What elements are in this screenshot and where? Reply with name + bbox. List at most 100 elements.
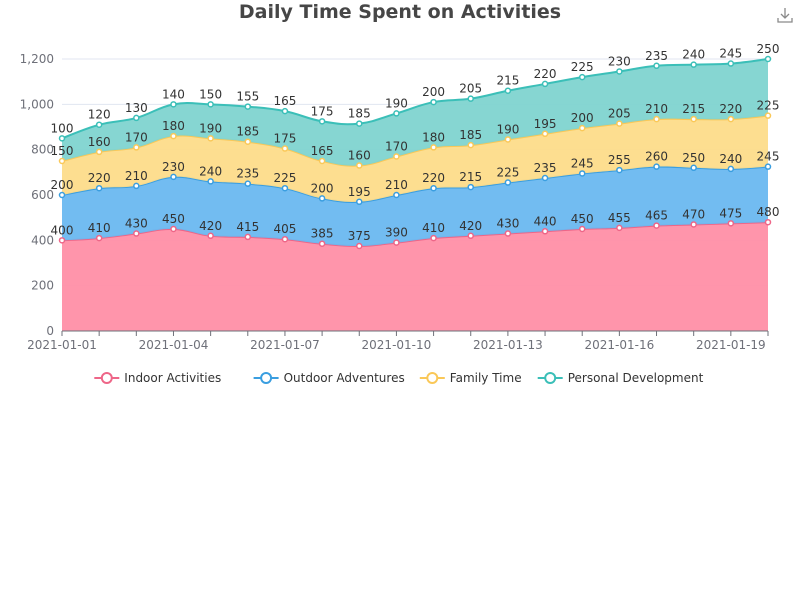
data-point[interactable] <box>430 234 437 242</box>
data-point[interactable] <box>95 184 103 192</box>
data-point[interactable] <box>170 101 177 108</box>
data-point[interactable] <box>58 135 66 142</box>
data-point[interactable] <box>578 170 586 177</box>
data-point[interactable] <box>467 141 474 149</box>
data-point[interactable] <box>356 162 363 169</box>
data-point[interactable] <box>467 95 474 102</box>
data-point[interactable] <box>58 237 66 244</box>
data-point[interactable] <box>393 153 400 160</box>
y-tick-label: 200 <box>31 279 54 293</box>
data-point[interactable] <box>244 103 252 110</box>
data-point[interactable] <box>727 220 735 227</box>
legend-item[interactable]: Outdoor Adventures <box>253 371 405 385</box>
data-point[interactable] <box>430 184 437 192</box>
data-point[interactable] <box>207 135 214 142</box>
data-point[interactable] <box>504 87 512 94</box>
data-point[interactable] <box>764 112 772 119</box>
legend-item[interactable]: Family Time <box>419 371 522 385</box>
data-point[interactable] <box>356 120 363 127</box>
data-point[interactable] <box>393 110 400 117</box>
data-point[interactable] <box>541 80 549 88</box>
data-label: 215 <box>496 74 519 88</box>
data-point[interactable] <box>504 136 512 143</box>
data-point[interactable] <box>281 235 289 243</box>
data-point[interactable] <box>616 166 623 174</box>
data-point[interactable] <box>281 107 289 115</box>
data-point[interactable] <box>244 138 252 145</box>
data-point[interactable] <box>356 242 363 250</box>
y-tick-label: 0 <box>46 324 54 338</box>
download-icon[interactable] <box>776 6 794 24</box>
data-point[interactable] <box>170 225 177 233</box>
data-point[interactable] <box>207 232 214 240</box>
data-point[interactable] <box>318 118 326 125</box>
data-point[interactable] <box>504 179 512 186</box>
data-point[interactable] <box>467 232 474 240</box>
data-label: 225 <box>571 60 594 74</box>
data-label: 120 <box>88 108 111 122</box>
data-point[interactable] <box>467 183 474 191</box>
data-point[interactable] <box>690 61 697 68</box>
data-point[interactable] <box>430 144 437 151</box>
data-point[interactable] <box>95 121 103 128</box>
data-point[interactable] <box>578 73 586 81</box>
data-point[interactable] <box>541 228 549 235</box>
data-point[interactable] <box>541 174 549 182</box>
data-point[interactable] <box>318 240 326 247</box>
data-point[interactable] <box>616 68 623 75</box>
data-point[interactable] <box>764 163 772 170</box>
data-label: 420 <box>459 219 482 233</box>
data-point[interactable] <box>578 124 586 132</box>
data-point[interactable] <box>133 182 140 190</box>
data-point[interactable] <box>133 144 140 151</box>
data-point[interactable] <box>207 101 214 108</box>
data-point[interactable] <box>764 218 772 226</box>
data-label: 190 <box>385 96 408 110</box>
data-point[interactable] <box>616 120 623 127</box>
legend-item[interactable]: Personal Development <box>537 371 704 385</box>
data-point[interactable] <box>504 230 512 237</box>
data-point[interactable] <box>281 184 289 192</box>
series-area <box>62 59 768 166</box>
data-point[interactable] <box>318 195 326 202</box>
data-point[interactable] <box>207 178 214 185</box>
data-point[interactable] <box>727 165 735 173</box>
data-point[interactable] <box>578 225 586 233</box>
legend-label: Indoor Activities <box>124 371 221 385</box>
data-point[interactable] <box>653 115 660 123</box>
data-point[interactable] <box>727 115 735 123</box>
data-point[interactable] <box>133 230 140 237</box>
data-point[interactable] <box>690 164 697 172</box>
data-point[interactable] <box>281 145 289 152</box>
data-point[interactable] <box>95 234 103 242</box>
data-point[interactable] <box>393 191 400 199</box>
data-point[interactable] <box>133 114 140 122</box>
data-point[interactable] <box>393 239 400 246</box>
data-point[interactable] <box>95 148 103 156</box>
data-point[interactable] <box>244 233 252 241</box>
data-point[interactable] <box>244 180 252 187</box>
data-point[interactable] <box>616 224 623 232</box>
data-point[interactable] <box>170 132 177 140</box>
data-label: 180 <box>422 130 445 144</box>
data-point[interactable] <box>653 62 660 70</box>
data-point[interactable] <box>58 157 66 165</box>
data-point[interactable] <box>690 115 697 123</box>
data-point[interactable] <box>58 191 66 199</box>
data-point[interactable] <box>318 157 326 165</box>
data-point[interactable] <box>690 221 697 228</box>
data-label: 215 <box>459 170 482 184</box>
legend-item[interactable]: Indoor Activities <box>94 371 221 385</box>
legend-label: Family Time <box>450 371 522 385</box>
data-point[interactable] <box>653 163 660 170</box>
data-point[interactable] <box>653 222 660 229</box>
data-point[interactable] <box>727 60 735 67</box>
data-label: 205 <box>608 107 631 121</box>
data-point[interactable] <box>764 55 772 63</box>
data-point[interactable] <box>541 130 549 138</box>
data-label: 230 <box>162 160 185 174</box>
data-point[interactable] <box>430 98 437 106</box>
data-point[interactable] <box>356 198 363 206</box>
data-point[interactable] <box>170 173 177 181</box>
data-label: 230 <box>608 54 631 68</box>
